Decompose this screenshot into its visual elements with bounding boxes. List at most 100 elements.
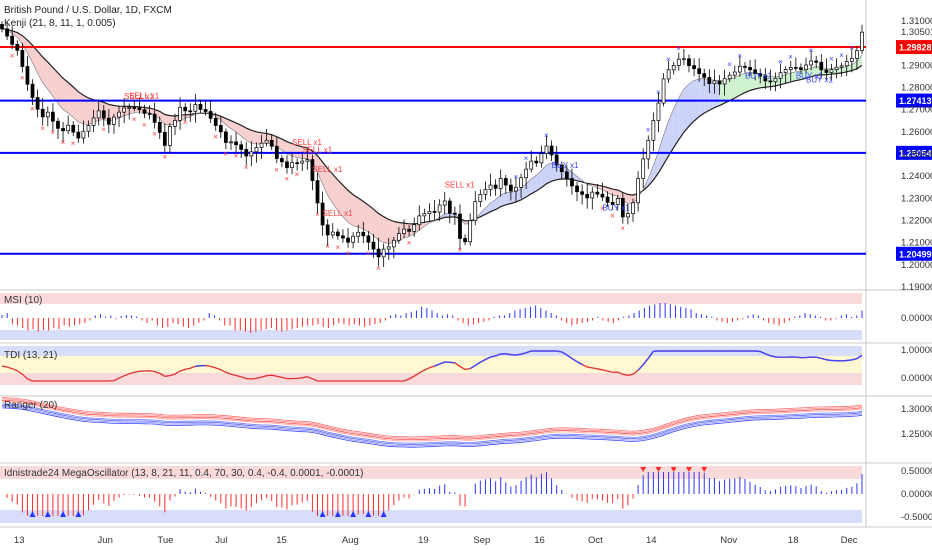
price-tick-label: 1.28000 bbox=[901, 83, 932, 94]
candle-body bbox=[824, 69, 829, 73]
mega-top-marker bbox=[640, 467, 647, 472]
candle-body bbox=[224, 131, 228, 143]
candle-body bbox=[376, 248, 381, 258]
candle-body bbox=[463, 238, 467, 243]
candle-body bbox=[773, 77, 778, 83]
kenji-cloud-segment bbox=[27, 40, 33, 63]
tdi-line-bull bbox=[566, 354, 573, 359]
kenji-cloud-segment bbox=[368, 205, 374, 236]
level-price-tag bbox=[896, 40, 932, 55]
price-tick-label: 1.25000 bbox=[901, 149, 932, 160]
candle-body bbox=[422, 213, 427, 217]
candle-body bbox=[453, 212, 457, 215]
candle-body bbox=[687, 58, 691, 66]
candle-body bbox=[20, 49, 25, 67]
level-price-tag bbox=[896, 145, 932, 160]
candle-body bbox=[51, 111, 55, 122]
candle-body bbox=[738, 65, 742, 73]
candle-body bbox=[519, 177, 523, 188]
time-tick-label: Tue bbox=[157, 535, 173, 546]
kenji-cloud-segment bbox=[241, 125, 247, 141]
kenji-cloud-segment bbox=[485, 202, 491, 215]
tdi-line-bull bbox=[556, 350, 562, 353]
ranger-title: Ranger (20) bbox=[4, 400, 57, 411]
candle-body bbox=[0, 24, 4, 30]
tdi-line-bull bbox=[759, 350, 766, 355]
candle-body bbox=[249, 151, 254, 157]
kenji-cloud-segment bbox=[159, 111, 165, 125]
sell-marker-x: × bbox=[284, 175, 289, 184]
candle-body bbox=[71, 124, 76, 133]
kenji-cloud-segment bbox=[724, 79, 730, 104]
kenji-cloud-segment bbox=[373, 209, 379, 241]
sell-signal-label: SELL x1 bbox=[292, 138, 322, 147]
kenji-cloud-segment bbox=[47, 62, 53, 97]
tdi-tick-label: 1.00000 bbox=[901, 345, 932, 356]
candle-body bbox=[478, 194, 483, 203]
ranger-band-line bbox=[1, 398, 863, 439]
kenji-cloud-segment bbox=[52, 67, 58, 104]
candle-body bbox=[137, 107, 142, 111]
candle-body bbox=[839, 65, 844, 68]
candle-body bbox=[346, 237, 350, 243]
mega-top-marker bbox=[701, 467, 708, 472]
tdi-panel bbox=[0, 346, 863, 385]
kenji-cloud-segment bbox=[164, 114, 170, 126]
kenji-cloud-segment bbox=[22, 35, 28, 53]
tdi-line-bull bbox=[576, 361, 583, 366]
candle-body bbox=[35, 97, 40, 110]
mega-top-marker bbox=[685, 467, 692, 472]
kenji-cloud-segment bbox=[154, 109, 160, 119]
tdi-line-bull bbox=[505, 353, 511, 356]
mega-top-marker bbox=[670, 467, 677, 472]
level-price-tag bbox=[896, 246, 932, 261]
buy-marker-x: × bbox=[676, 44, 681, 53]
kenji-cloud-segment bbox=[739, 73, 745, 96]
candle-body bbox=[371, 241, 376, 250]
mega-tick-label: 0.00000 bbox=[901, 489, 932, 500]
sell-marker-x: × bbox=[325, 242, 330, 251]
kenji-cloud-segment bbox=[755, 72, 761, 89]
buy-marker-x: × bbox=[737, 51, 742, 60]
sell-marker-x: × bbox=[40, 124, 45, 133]
msi-lower-band bbox=[0, 330, 862, 340]
sell-marker-x: × bbox=[407, 238, 412, 247]
candle-body bbox=[402, 228, 406, 234]
sell-signal-label: SELL x1 bbox=[445, 181, 475, 190]
tdi-line-bull bbox=[480, 358, 486, 363]
candle-body bbox=[280, 158, 284, 163]
candle-body bbox=[702, 73, 707, 78]
tdi-line-bull bbox=[765, 353, 771, 357]
kenji-cloud-segment bbox=[404, 223, 410, 239]
price-tick-label: 1.19000 bbox=[901, 282, 932, 293]
sell-marker-x: × bbox=[142, 120, 147, 129]
kenji-cloud-segment bbox=[281, 139, 287, 155]
candle-body bbox=[91, 117, 96, 126]
candle-body bbox=[799, 67, 803, 70]
kenji-cloud-segment bbox=[668, 108, 674, 156]
candle-body bbox=[539, 153, 544, 164]
candle-body bbox=[417, 215, 422, 226]
candle-body bbox=[788, 67, 793, 70]
candle-body bbox=[717, 80, 722, 85]
mega-bottom-marker bbox=[380, 511, 387, 517]
kenji-cloud-segment bbox=[658, 135, 664, 173]
kenji-cloud-segment bbox=[42, 57, 48, 90]
candle-body bbox=[330, 231, 335, 236]
candle-body bbox=[575, 185, 579, 193]
sell-marker-x: × bbox=[30, 105, 35, 114]
sell-marker-x: × bbox=[152, 129, 157, 138]
price-tick-label: 1.31000 bbox=[901, 16, 932, 27]
candle-body bbox=[101, 110, 106, 119]
kenji-cloud-segment bbox=[678, 88, 684, 140]
ranger-band-line bbox=[1, 403, 863, 444]
kenji-cloud-segment bbox=[312, 150, 318, 173]
kenji-cloud-segment bbox=[383, 216, 389, 244]
candle-body bbox=[666, 69, 671, 80]
kenji-cloud-segment bbox=[750, 72, 756, 91]
candle-body bbox=[112, 116, 116, 125]
mega-tick-label: 0.50000 bbox=[901, 466, 932, 477]
buy-marker-x: × bbox=[778, 58, 783, 67]
